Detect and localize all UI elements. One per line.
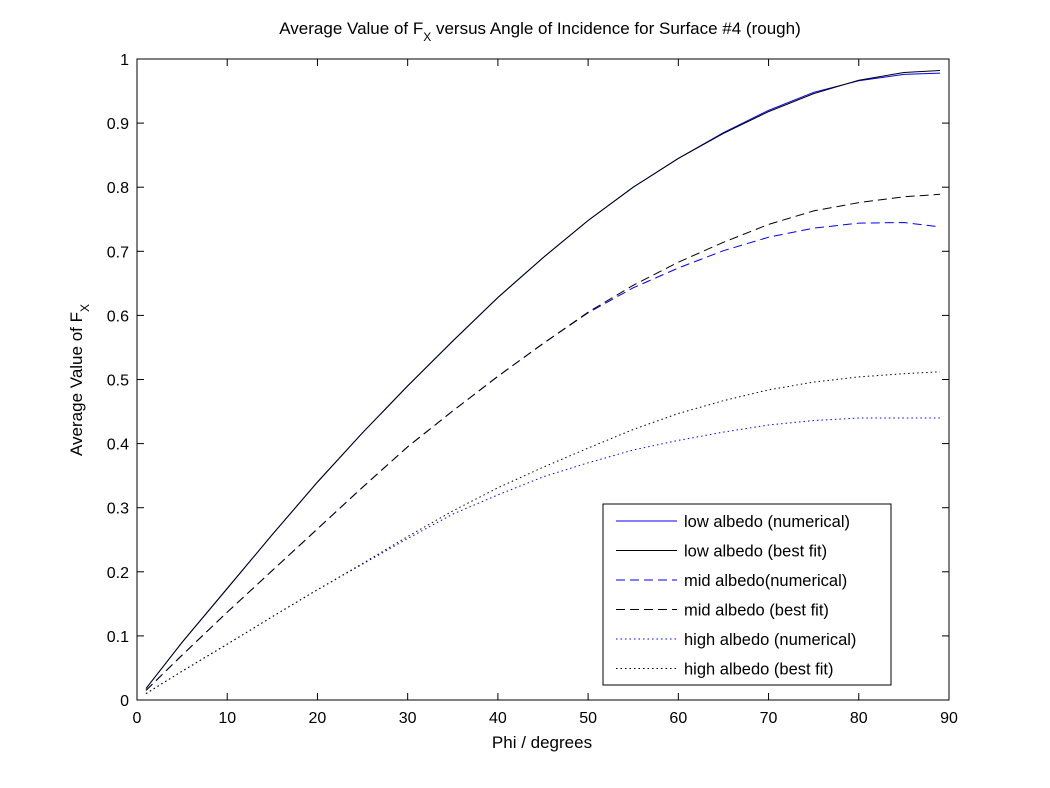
x-tick-label: 20	[309, 710, 327, 727]
legend-box	[602, 503, 892, 686]
legend: low albedo (numerical) low albedo (best f…	[602, 503, 892, 686]
y-tick-label: 0	[120, 693, 129, 710]
legend-label-6: high albedo (best fit)	[684, 661, 834, 679]
y-tick-label: 0.8	[107, 180, 129, 197]
series-layer	[145, 70, 941, 695]
x-axis-label: Phi / degrees	[492, 733, 592, 752]
x-tick-label: 40	[489, 710, 507, 727]
legend-label-2: low albedo (best fit)	[684, 543, 827, 561]
y-axis-label: Average Value of FX	[67, 304, 92, 456]
x-tick-label: 10	[218, 710, 236, 727]
legend-label-1: low albedo (numerical)	[684, 513, 850, 531]
legend-label-3: mid albedo(numerical)	[684, 572, 847, 590]
y-tick-label: 1	[120, 52, 129, 69]
y-tick-label: 0.6	[107, 308, 129, 325]
x-tick-label: 0	[133, 710, 142, 727]
x-tick-label: 50	[579, 710, 597, 727]
legend-label-4: mid albedo (best fit)	[684, 602, 829, 620]
x-tick-label: 30	[399, 710, 417, 727]
y-tick-label: 0.5	[107, 373, 129, 390]
x-tick-label: 80	[850, 710, 868, 727]
x-tick-label: 60	[669, 710, 687, 727]
y-tick-label: 0.9	[107, 116, 129, 133]
x-tick-label: 90	[940, 710, 958, 727]
y-tick-label: 0.7	[107, 244, 129, 261]
chart-title: Average Value of FX versus Angle of Inci…	[279, 19, 800, 44]
legend-label-5: high albedo (numerical)	[684, 631, 856, 649]
series-line-2	[145, 70, 941, 689]
series-line-4	[145, 193, 941, 691]
legend-entries: low albedo (numerical) low albedo (best f…	[616, 513, 856, 679]
y-tick-label: 0.3	[107, 501, 129, 518]
y-tick-label: 0.2	[107, 565, 129, 582]
series-line-5	[145, 417, 940, 695]
y-tick-label: 0.4	[107, 437, 129, 454]
y-tick-label: 0.1	[107, 629, 129, 646]
x-tick-label: 70	[760, 710, 778, 727]
ticks-layer: 0 10 20 30 40 50 60 70 80 90 0 0.1 0.2 0.3 0.4 0.5 0.6 0.…	[107, 52, 958, 727]
